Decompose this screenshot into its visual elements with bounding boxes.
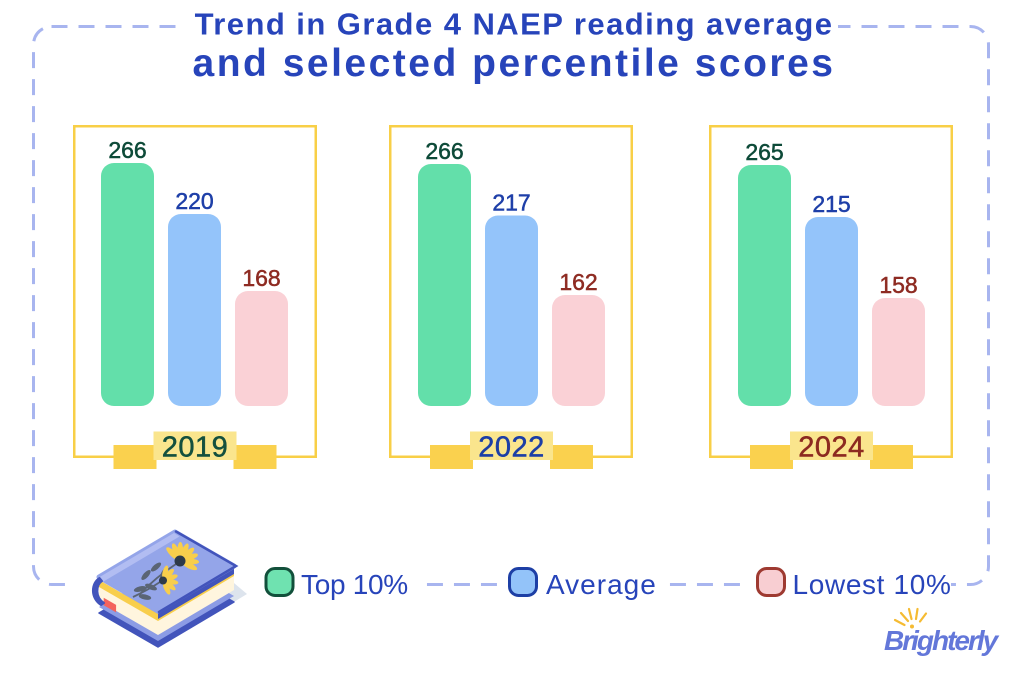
svg-text:158: 158 <box>879 272 917 298</box>
svg-text:2022: 2022 <box>478 432 545 464</box>
svg-text:266: 266 <box>425 138 463 164</box>
svg-text:Brighterly: Brighterly <box>884 625 1000 656</box>
svg-text:266: 266 <box>108 137 146 163</box>
svg-text:220: 220 <box>175 188 213 214</box>
svg-text:217: 217 <box>492 190 530 216</box>
svg-text:168: 168 <box>242 265 280 291</box>
svg-text:Average: Average <box>546 569 657 600</box>
svg-text:2024: 2024 <box>798 432 865 464</box>
svg-text:162: 162 <box>559 269 597 295</box>
svg-text:265: 265 <box>745 139 783 165</box>
svg-text:Trend in Grade 4 NAEP reading: Trend in Grade 4 NAEP reading average <box>195 7 834 42</box>
svg-text:2019: 2019 <box>162 432 229 464</box>
svg-text:Lowest 10%: Lowest 10% <box>793 569 952 600</box>
svg-text:215: 215 <box>812 191 850 217</box>
svg-text:Top 10%: Top 10% <box>301 569 408 600</box>
svg-text:and selected percentile scores: and selected percentile scores <box>193 42 836 85</box>
